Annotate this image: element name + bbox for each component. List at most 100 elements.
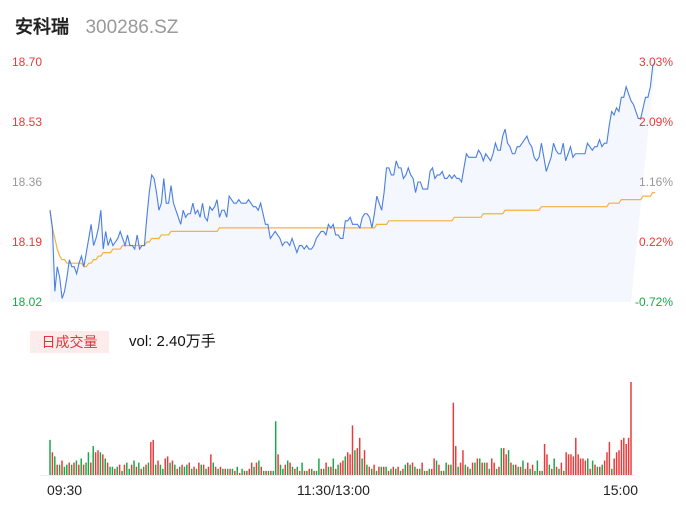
volume-bar	[452, 402, 455, 475]
volume-bar	[116, 466, 118, 475]
volume-bar	[286, 460, 289, 475]
volume-bar	[411, 462, 414, 475]
volume-bar	[63, 466, 66, 475]
volume-bar	[224, 468, 226, 475]
volume-bar	[479, 458, 481, 475]
volume-readout: vol: 2.40万手	[129, 333, 216, 350]
volume-bar	[274, 421, 277, 475]
volume-bar	[219, 466, 222, 475]
volume-bar	[207, 466, 210, 475]
volume-bar	[238, 472, 241, 475]
volume-bar	[575, 437, 577, 475]
time-tick-label: 11:30/13:00	[297, 482, 370, 498]
volume-bar	[303, 470, 306, 475]
volume-bar	[591, 460, 594, 475]
volume-bar	[325, 462, 327, 475]
volume-bar	[589, 468, 591, 475]
volume-bar	[166, 456, 169, 475]
volume-bar	[406, 462, 409, 475]
volume-bar	[282, 468, 284, 475]
volume-bar	[442, 470, 445, 475]
time-tick-label: 15:00	[602, 482, 638, 498]
daily-volume-tab[interactable]: 日成交量	[30, 331, 109, 353]
volume-bar	[135, 466, 138, 475]
volume-bar	[73, 462, 75, 475]
volume-bar	[190, 468, 193, 475]
price-tick-label: 18.19	[12, 235, 43, 249]
volume-bar	[99, 452, 102, 475]
volume-bar	[596, 466, 599, 475]
volume-bar	[111, 466, 114, 475]
volume-bar	[560, 462, 563, 475]
volume-bar	[176, 468, 178, 475]
volume-bar	[428, 468, 431, 475]
volume-bar	[399, 470, 402, 475]
volume-bar	[541, 470, 543, 475]
volume-bar	[486, 462, 488, 475]
volume-bar	[587, 458, 589, 475]
volume-bar	[450, 464, 452, 475]
volume-bar	[467, 466, 469, 475]
volume-bar	[169, 462, 171, 475]
volume-bar	[241, 468, 243, 475]
volume-bar	[262, 470, 265, 475]
volume-bar	[539, 470, 541, 475]
volume-bar	[382, 466, 385, 475]
volume-bar	[140, 468, 142, 475]
volume-bar	[102, 454, 104, 475]
price-tick-label: 18.70	[12, 55, 43, 69]
volume-bar	[97, 450, 99, 475]
volume-bar	[154, 464, 157, 475]
volume-bar	[351, 425, 354, 475]
volume-bar	[370, 468, 373, 475]
price-line	[49, 61, 656, 299]
volume-bar	[178, 466, 181, 475]
volume-bar	[459, 462, 462, 475]
volume-bar	[246, 470, 248, 475]
volume-bar	[601, 464, 603, 475]
volume-bar	[342, 460, 344, 475]
volume-bar	[483, 462, 486, 475]
volume-bar	[217, 468, 219, 475]
volume-bar	[534, 470, 536, 475]
volume-bar	[318, 458, 320, 475]
volume-bar	[567, 454, 570, 475]
volume-bar	[298, 470, 301, 475]
volume-bar	[481, 462, 483, 475]
volume-bar	[236, 466, 238, 475]
volume-bar	[210, 454, 212, 475]
price-area-fill	[50, 62, 656, 302]
percent-tick-label: 0.22%	[638, 235, 673, 249]
volume-bar	[327, 466, 330, 475]
volume-bar	[615, 452, 618, 475]
volume-bar	[128, 468, 130, 475]
volume-bar	[385, 466, 387, 475]
volume-bar	[313, 470, 315, 475]
volume-bar	[594, 464, 596, 475]
volume-bar	[58, 464, 61, 475]
volume-bar	[606, 452, 608, 475]
volume-bar	[440, 470, 443, 475]
volume-bar	[202, 464, 205, 475]
volume-bar	[476, 458, 479, 475]
volume-bar	[87, 452, 90, 475]
volume-bar	[471, 462, 474, 475]
volume-bar	[265, 470, 267, 475]
volume-bar	[426, 470, 428, 475]
volume-bar	[183, 466, 186, 475]
volume-bar	[126, 462, 128, 475]
volume-bar	[515, 464, 517, 475]
volume-bar	[85, 462, 87, 475]
volume-bar	[493, 462, 495, 475]
volume-bar	[394, 468, 397, 475]
volume-bar	[462, 450, 464, 475]
volume-bar	[455, 446, 457, 475]
volume-bar	[354, 450, 356, 475]
volume-bar	[243, 470, 246, 475]
volume-bar	[258, 460, 260, 475]
volume-bar	[625, 444, 627, 475]
volume-bar	[358, 437, 361, 475]
volume-bar	[536, 460, 539, 475]
volume-bar	[284, 464, 287, 475]
volume-bar	[118, 464, 121, 475]
